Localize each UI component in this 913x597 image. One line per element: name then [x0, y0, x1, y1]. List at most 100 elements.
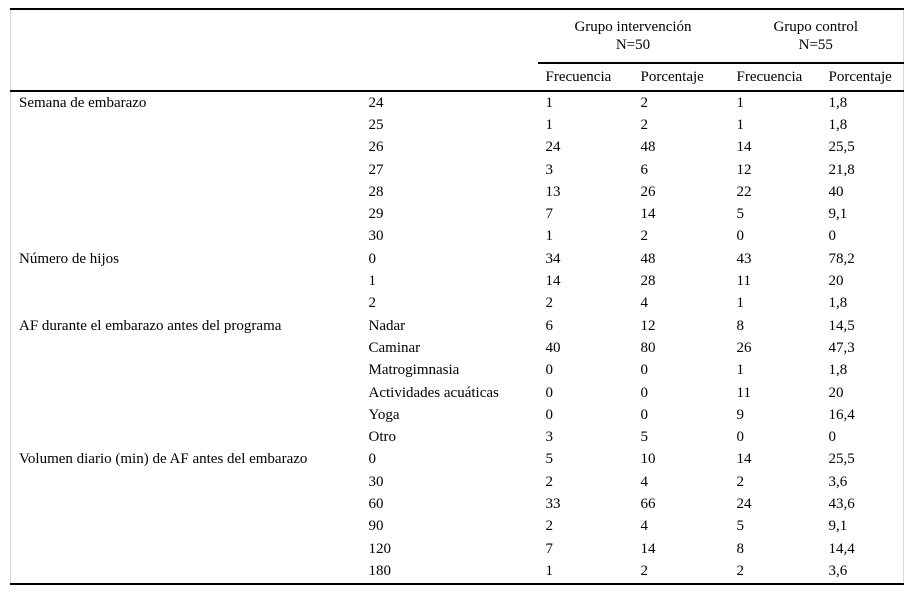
table-row: Actividades acuáticas 0 0 11 20	[11, 382, 904, 404]
value-cell: 1,8	[828, 295, 848, 312]
subcategory-cell: 24	[368, 94, 384, 111]
value-cell: 1	[545, 116, 554, 133]
value-cell: 14	[640, 540, 656, 557]
group-label-cell	[11, 137, 361, 159]
table-head: Grupo intervención N=50 Grupo control N=…	[10, 9, 904, 92]
value-cell: 20	[828, 273, 844, 290]
group-label-cell	[11, 337, 361, 359]
value-cell: 11	[736, 384, 751, 401]
subcategory-cell: 90	[368, 518, 384, 535]
subcategory-cell: 0	[368, 451, 377, 468]
value-cell: 80	[640, 339, 656, 356]
subcategory-cell: 28	[368, 183, 384, 200]
table-row: Matrogimnasia 0 0 1 1,8	[11, 360, 904, 382]
subcategory-cell: 180	[368, 562, 392, 579]
value-cell: 25,5	[828, 451, 855, 468]
table-row: 120 7 14 8 14,4	[11, 538, 904, 560]
table-row: Caminar 40 80 26 47,3	[11, 337, 904, 359]
column-header-porcentaje-1: Porcentaje	[632, 63, 729, 92]
group-label-cell: Volumen diario (min) de AF antes del emb…	[19, 451, 308, 468]
value-cell: 2	[545, 473, 554, 490]
column-header-frecuencia-2: Frecuencia	[728, 63, 821, 92]
value-cell: 5	[545, 451, 554, 468]
group-label-cell	[11, 560, 361, 583]
group-label-cell	[11, 426, 361, 448]
value-cell: 0	[640, 406, 649, 423]
group-label-cell	[11, 538, 361, 560]
group-header-intervention-label: Grupo intervención	[574, 19, 692, 35]
value-cell: 3,6	[828, 473, 848, 490]
value-cell: 1,8	[828, 116, 848, 133]
value-cell: 11	[736, 273, 751, 290]
table-row: AF durante el embarazo antes del program…	[11, 315, 904, 337]
subcategory-cell: Nadar	[368, 317, 406, 334]
group-label-cell	[11, 493, 361, 515]
value-cell: 78,2	[828, 250, 855, 267]
value-cell: 0	[736, 228, 745, 245]
value-cell: 9	[736, 406, 745, 423]
group-label-cell: Semana de embarazo	[19, 94, 147, 111]
value-cell: 24	[736, 495, 752, 512]
table-row: 29 7 14 5 9,1	[11, 203, 904, 225]
value-cell: 47,3	[828, 339, 855, 356]
subcategory-cell: 29	[368, 206, 384, 223]
value-cell: 20	[828, 384, 844, 401]
value-cell: 8	[736, 540, 745, 557]
value-cell: 66	[640, 495, 656, 512]
subcategory-cell: Yoga	[368, 406, 400, 423]
group-label-cell	[11, 226, 361, 248]
group-label-cell: AF durante el embarazo antes del program…	[19, 317, 282, 334]
value-cell: 1	[736, 362, 745, 379]
table-row: Volumen diario (min) de AF antes del emb…	[11, 449, 904, 471]
subcategory-cell: 30	[368, 228, 384, 245]
table-row: 60 33 66 24 43,6	[11, 493, 904, 515]
group-label-cell	[11, 382, 361, 404]
subcategory-cell: Caminar	[368, 339, 421, 356]
value-cell: 40	[545, 339, 561, 356]
value-cell: 14,4	[828, 540, 855, 557]
value-cell: 48	[640, 139, 656, 156]
value-cell: 14	[736, 451, 752, 468]
group-header-control-label: Grupo control	[773, 19, 859, 35]
group-label-cell	[11, 270, 361, 292]
value-cell: 28	[640, 273, 656, 290]
value-cell: 0	[545, 384, 554, 401]
value-cell: 33	[545, 495, 561, 512]
table-row: Semana de embarazo 24 1 2 1 1,8	[11, 91, 904, 114]
value-cell: 1	[545, 228, 554, 245]
value-cell: 2	[640, 94, 649, 111]
value-cell: 10	[640, 451, 656, 468]
subcategory-cell: 0	[368, 250, 377, 267]
group-label-cell	[11, 203, 361, 225]
subcategory-cell: 26	[368, 139, 384, 156]
table-row: 1 14 28 11 20	[11, 270, 904, 292]
group-label-cell	[11, 293, 361, 315]
table-row: 26 24 48 14 25,5	[11, 137, 904, 159]
value-cell: 6	[640, 161, 649, 178]
value-cell: 0	[545, 362, 554, 379]
value-cell: 2	[545, 518, 554, 535]
group-label-cell	[11, 181, 361, 203]
value-cell: 2	[545, 295, 554, 312]
value-cell: 24	[545, 139, 561, 156]
value-cell: 2	[736, 562, 745, 579]
value-cell: 40	[828, 183, 844, 200]
column-header-row: Frecuencia Porcentaje Frecuencia Porcent…	[10, 63, 904, 92]
value-cell: 26	[736, 339, 752, 356]
subcategory-cell: 25	[368, 116, 384, 133]
group-label-cell	[11, 360, 361, 382]
table-row: 27 3 6 12 21,8	[11, 159, 904, 181]
value-cell: 1	[545, 94, 554, 111]
value-cell: 6	[545, 317, 554, 334]
table-row: 30 2 4 2 3,6	[11, 471, 904, 493]
value-cell: 0	[828, 228, 837, 245]
group-label-cell	[11, 516, 361, 538]
value-cell: 1	[545, 562, 554, 579]
value-cell: 2	[640, 116, 649, 133]
value-cell: 14,5	[828, 317, 855, 334]
value-cell: 5	[736, 518, 745, 535]
value-cell: 1,8	[828, 362, 848, 379]
group-header-intervention-n: N=50	[615, 37, 651, 53]
value-cell: 14	[736, 139, 752, 156]
